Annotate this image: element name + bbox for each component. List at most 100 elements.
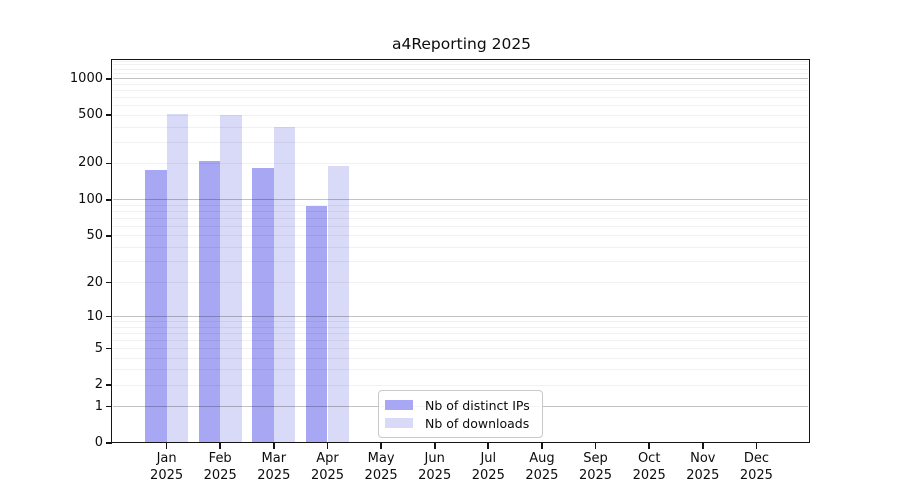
x-tick-label: Oct 2025	[617, 451, 681, 484]
x-tick-year: 2025	[418, 467, 452, 483]
gridline-minor	[113, 348, 808, 349]
gridline-minor	[113, 64, 808, 66]
x-tick-year: 2025	[310, 467, 345, 483]
y-tick-label: 2	[94, 377, 103, 393]
y-tick-label: 0	[94, 435, 103, 450]
y-tick-mark	[106, 234, 112, 237]
y-tick-label: 1000	[69, 70, 103, 86]
y-tick-mark	[106, 315, 112, 318]
gridline-minor	[113, 339, 808, 341]
bar-mar-distinct-ips	[252, 167, 274, 443]
gridline-minor	[113, 321, 808, 323]
gridline-minor	[113, 210, 808, 212]
legend: Nb of distinct IPs Nb of downloads	[378, 390, 543, 438]
x-tick-label: Mar 2025	[242, 451, 306, 484]
y-tick-label: 50	[86, 227, 103, 243]
gridline-minor	[113, 90, 808, 91]
x-tick-label: Jun 2025	[403, 451, 467, 484]
x-tick-year: 2025	[203, 467, 237, 483]
x-tick-mark	[219, 443, 222, 449]
legend-item-distinct-ips: Nb of distinct IPs	[385, 398, 536, 413]
x-tick-mark	[272, 443, 275, 449]
y-tick-mark	[106, 384, 112, 386]
gridline-major	[113, 78, 808, 80]
x-tick-year: 2025	[364, 467, 398, 483]
y-tick-label: 20	[86, 274, 103, 290]
gridline-minor	[113, 261, 808, 263]
y-tick-mark	[106, 347, 112, 350]
gridline-minor	[113, 114, 808, 116]
x-tick-mark	[326, 443, 329, 449]
gridline-minor	[113, 246, 808, 248]
x-tick-month: Apr	[316, 451, 339, 466]
gridline-minor	[113, 97, 808, 98]
x-tick-mark	[648, 443, 651, 449]
gridline-minor	[113, 384, 808, 386]
gridline-minor	[113, 282, 808, 283]
y-tick-mark	[106, 198, 112, 201]
y-tick-label: 10	[86, 308, 103, 324]
x-tick-label: Apr 2025	[296, 451, 360, 484]
gridline-minor	[113, 83, 808, 85]
legend-swatch-distinct-ips-icon	[385, 400, 413, 410]
x-tick-year: 2025	[578, 467, 613, 483]
x-tick-label: Jul 2025	[456, 451, 520, 484]
x-tick-year: 2025	[632, 467, 666, 483]
gridline-minor	[113, 332, 808, 334]
gridline-minor	[113, 235, 808, 237]
x-tick-mark	[380, 443, 382, 449]
y-tick-label: 500	[78, 107, 103, 123]
bar-jan-downloads	[166, 114, 188, 443]
x-tick-label: Jan 2025	[135, 451, 199, 484]
bar-jan-distinct-ips	[145, 170, 167, 443]
gridline-minor	[113, 60, 808, 62]
gridline-major	[113, 316, 808, 318]
gridline-minor	[113, 162, 808, 164]
bar-mar-downloads	[273, 126, 296, 443]
gridline-minor	[113, 369, 808, 371]
x-tick-month: Nov	[690, 451, 716, 466]
x-tick-label: Sep 2025	[564, 451, 628, 484]
x-tick-mark	[487, 443, 490, 449]
y-tick-mark	[106, 281, 112, 284]
x-tick-month: Aug	[529, 451, 555, 466]
x-tick-mark	[433, 443, 436, 449]
gridline-major	[113, 199, 808, 201]
y-tick-mark	[106, 162, 112, 165]
bar-apr-downloads	[327, 165, 349, 443]
x-tick-year: 2025	[257, 467, 291, 483]
gridline-minor	[113, 217, 808, 219]
y-tick-mark	[106, 114, 112, 117]
gridline-minor	[113, 73, 808, 75]
x-tick-year: 2025	[150, 467, 184, 483]
x-tick-year: 2025	[739, 467, 773, 483]
x-tick-month: Mar	[261, 451, 287, 466]
x-tick-label: Nov 2025	[671, 451, 735, 484]
gridline-minor	[113, 204, 808, 206]
bar-feb-downloads	[220, 114, 242, 443]
x-tick-label: May 2025	[349, 451, 413, 484]
x-tick-month: Dec	[743, 451, 769, 466]
y-tick-mark	[106, 442, 112, 444]
legend-item-downloads: Nb of downloads	[385, 416, 536, 431]
y-tick-mark	[106, 77, 112, 80]
x-tick-mark	[165, 443, 168, 449]
x-tick-mark	[701, 443, 704, 449]
x-tick-label: Aug 2025	[510, 451, 574, 484]
gridline-minor	[113, 141, 808, 143]
x-tick-month: Sep	[583, 451, 608, 466]
legend-label-distinct-ips: Nb of distinct IPs	[425, 397, 530, 413]
x-tick-mark	[541, 443, 543, 449]
x-tick-label: Dec 2025	[724, 451, 788, 484]
x-tick-month: Oct	[637, 451, 661, 466]
y-tick-label: 1	[94, 398, 103, 414]
x-tick-year: 2025	[686, 467, 720, 483]
y-tick-label: 200	[78, 155, 103, 171]
x-tick-label: Feb 2025	[188, 451, 252, 484]
gridline-minor	[113, 105, 808, 107]
x-tick-month: Jul	[480, 451, 497, 466]
x-tick-mark	[755, 443, 758, 449]
